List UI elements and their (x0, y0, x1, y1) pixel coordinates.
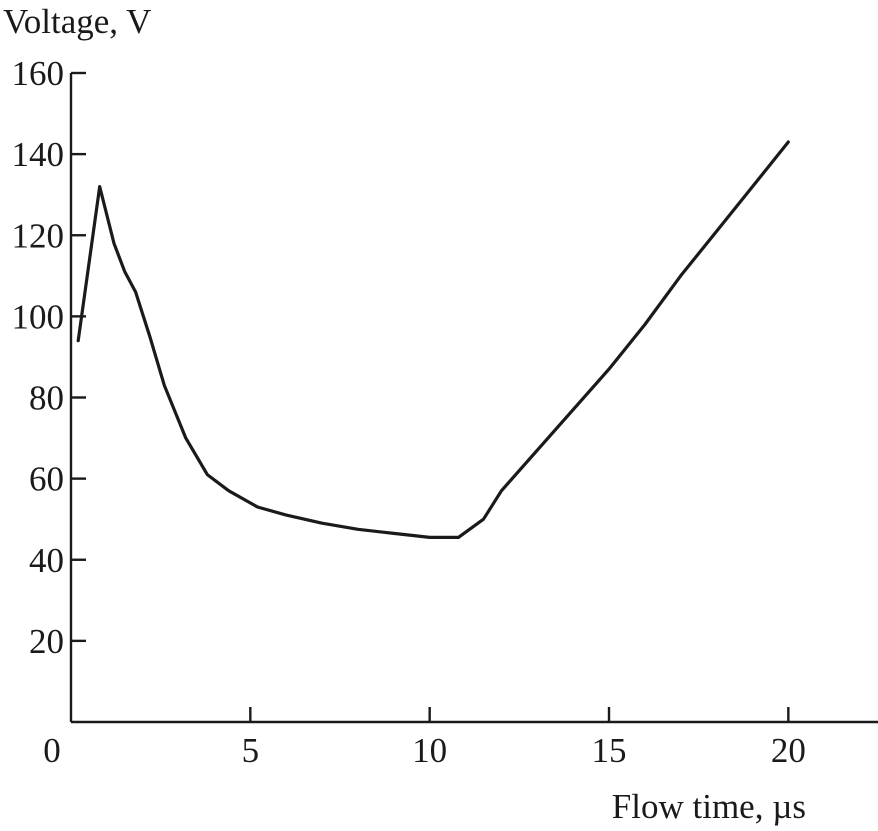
series-group (76, 140, 790, 540)
y-tick-label: 160 (12, 54, 65, 93)
y-tick-label: 80 (29, 379, 64, 418)
y-tick-label: 120 (12, 216, 65, 255)
x-tick-label: 20 (771, 731, 806, 770)
y-tick-label: 60 (29, 460, 64, 499)
x-tick-label: 0 (43, 731, 61, 770)
y-axis-title: Voltage, V (3, 2, 151, 41)
y-tick-label: 40 (29, 541, 64, 580)
y-axis-ticks: 20 40 60 80 100 120 140 160 (12, 54, 86, 661)
y-tick-label: 140 (12, 135, 65, 174)
x-axis-title: Flow time, µs (612, 787, 806, 826)
x-tick-label: 15 (592, 731, 627, 770)
x-axis-ticks: 0 5 10 15 20 (43, 707, 806, 770)
y-tick-label: 20 (29, 622, 64, 661)
x-tick-label: 10 (412, 731, 447, 770)
y-tick-label: 100 (12, 297, 65, 336)
voltage-series-line (76, 140, 790, 540)
x-tick-label: 5 (242, 731, 260, 770)
